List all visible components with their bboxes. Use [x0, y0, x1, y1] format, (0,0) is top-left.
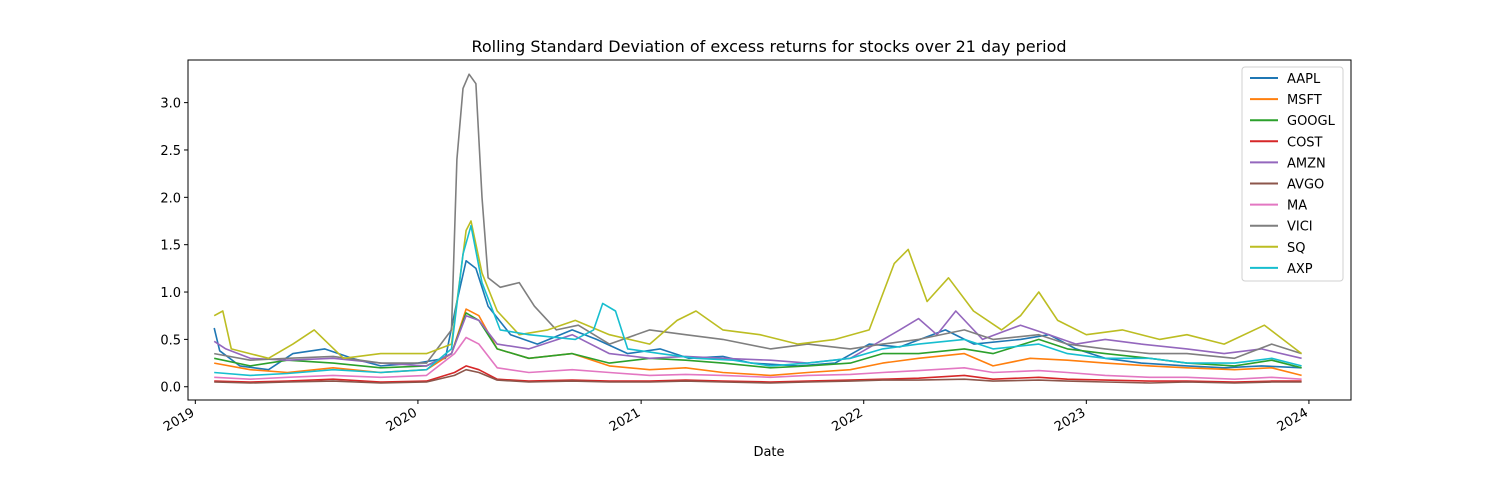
- y-tick-label: 0.0: [160, 381, 181, 396]
- y-tick-label: 0.5: [160, 333, 181, 348]
- y-tick-label: 3.0: [160, 97, 181, 112]
- legend-label-msft: MSFT: [1287, 93, 1322, 108]
- series-line-avgo: [214, 368, 1302, 384]
- x-tick-label: 2024: [1275, 405, 1311, 435]
- series-line-cost: [214, 365, 1302, 383]
- y-tick-label: 2.0: [160, 191, 181, 206]
- legend-label-aapl: AAPL: [1287, 72, 1321, 87]
- x-axis-label: Date: [753, 445, 784, 460]
- legend-label-googl: GOOGL: [1287, 114, 1336, 129]
- y-axis: 0.0 0.5 1.0 1.5 2.0 2.5 3.0: [160, 97, 188, 396]
- x-tick-label: 2019: [161, 405, 197, 435]
- series-line-axp: [214, 224, 1302, 377]
- x-tick-label: 2023: [1052, 405, 1088, 435]
- legend-label-amzn: AMZN: [1287, 156, 1326, 171]
- series-line-sq: [213, 220, 1303, 360]
- legend-label-avgo: AVGO: [1287, 178, 1324, 193]
- legend-label-axp: AXP: [1287, 262, 1313, 277]
- y-tick-label: 2.5: [160, 144, 181, 159]
- plot-frame: [187, 59, 1352, 401]
- series-line-ma: [214, 336, 1302, 380]
- y-tick-label: 1.0: [160, 286, 181, 301]
- legend-label-cost: COST: [1287, 135, 1323, 150]
- series-line-vici: [214, 73, 1302, 364]
- chart-title: Rolling Standard Deviation of excess ret…: [471, 37, 1066, 56]
- legend: AAPL MSFT GOOGL COST AMZN AVGO MA VICI SQ AXP: [1241, 66, 1344, 282]
- legend-label-vici: VICI: [1287, 220, 1313, 235]
- x-axis: 2019 2020 2021 2022 2023 2024: [161, 400, 1311, 435]
- x-tick-label: 2022: [830, 405, 866, 435]
- legend-label-sq: SQ: [1287, 241, 1305, 256]
- series-lines: [213, 73, 1303, 384]
- legend-label-ma: MA: [1287, 199, 1307, 214]
- y-tick-label: 1.5: [160, 239, 181, 254]
- plot-area: [187, 59, 1352, 401]
- x-tick-label: 2021: [607, 405, 643, 435]
- x-tick-label: 2020: [384, 405, 420, 435]
- series-line-amzn: [213, 310, 1302, 367]
